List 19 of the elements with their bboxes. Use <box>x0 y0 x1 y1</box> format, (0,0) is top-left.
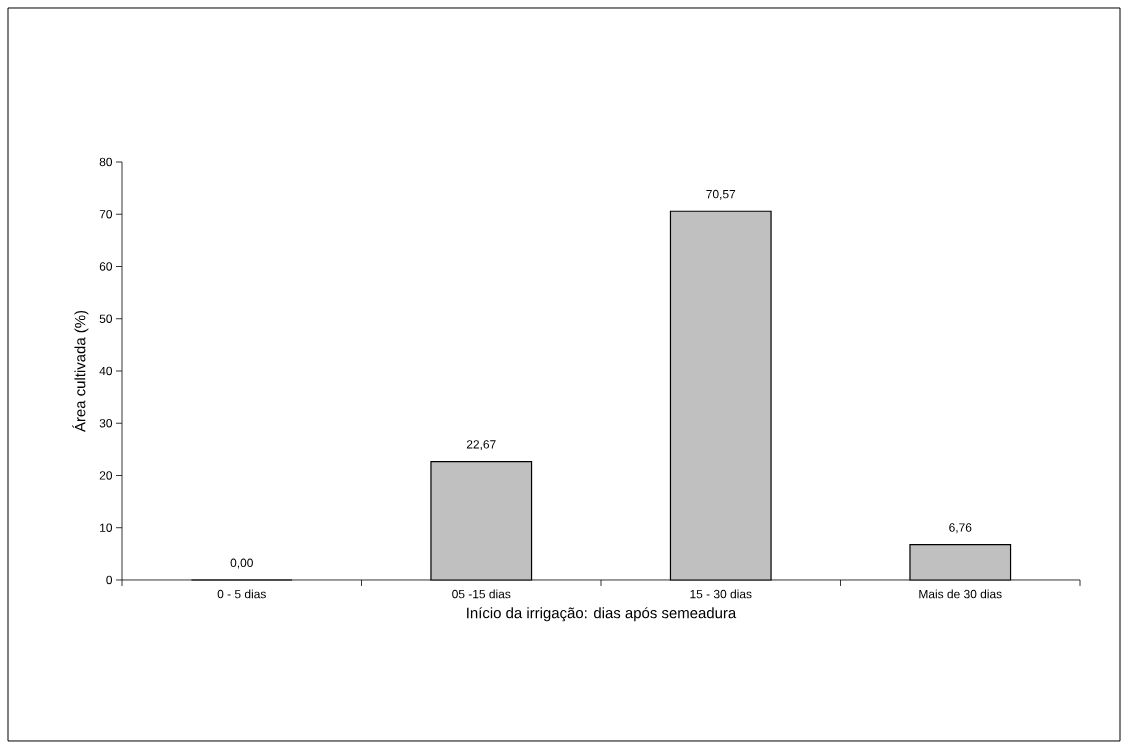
data-label: 0,00 <box>230 558 253 569</box>
y-tick-label: 70 <box>99 210 113 219</box>
y-tick-label: 60 <box>99 262 113 271</box>
y-axis-title: Área cultivada (%) <box>72 310 89 432</box>
data-label: 6,76 <box>949 523 972 534</box>
y-tick-label: 30 <box>99 419 113 428</box>
y-tick-label: 20 <box>99 471 113 480</box>
x-axis-title: Início da irrigação: dias após semeadura <box>467 607 737 622</box>
x-tick-label: Mais de 30 dias <box>919 589 1002 599</box>
data-label: 22,67 <box>466 440 496 451</box>
x-tick-label: 15 - 30 dias <box>690 589 752 599</box>
x-tick-label: 0 - 5 dias <box>217 589 266 599</box>
y-tick-label: 40 <box>99 366 113 376</box>
data-label: 70,57 <box>706 189 736 200</box>
y-tick-label: 0 <box>106 575 113 585</box>
x-tick-label: 05 -15 dias <box>452 589 511 599</box>
y-tick-label: 50 <box>99 314 113 323</box>
y-tick-label: 10 <box>100 523 113 532</box>
y-tick-label: 80 <box>99 157 113 167</box>
